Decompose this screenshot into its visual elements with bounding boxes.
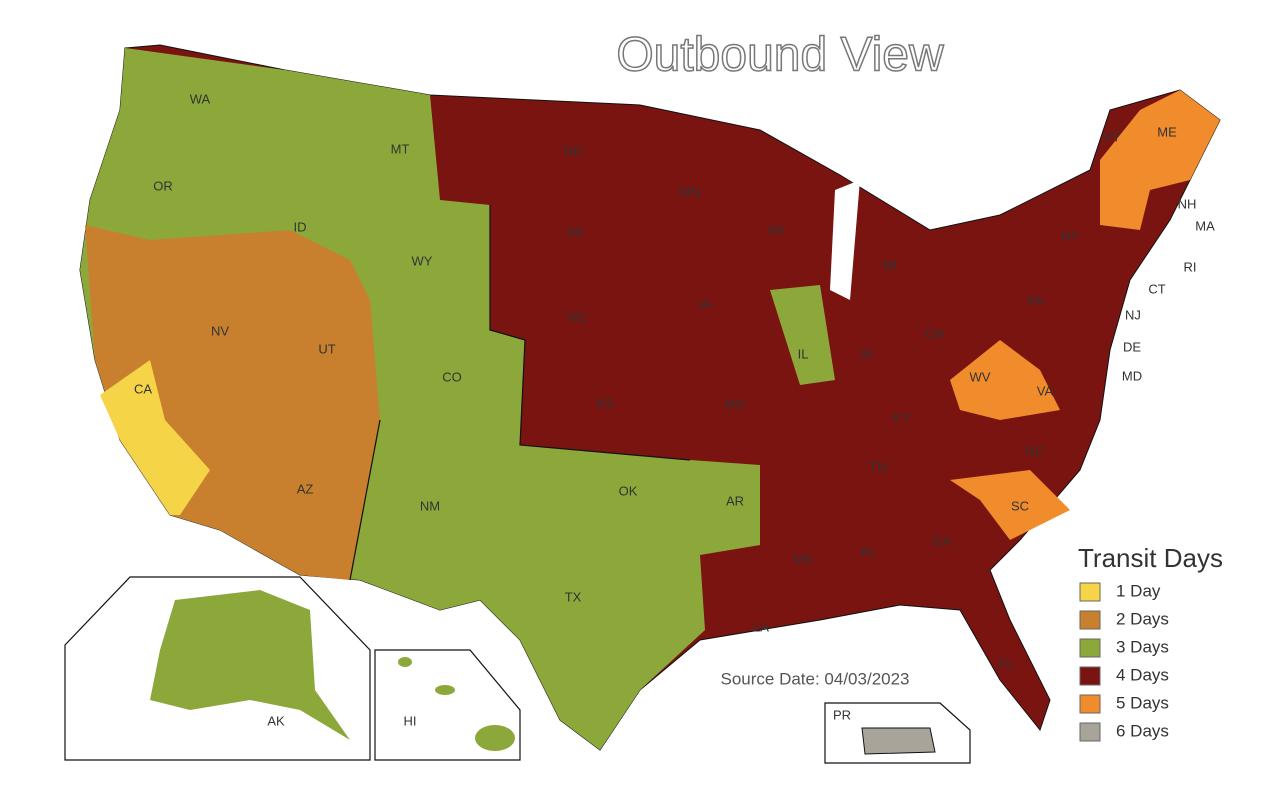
state-label: ME bbox=[1157, 124, 1177, 139]
legend-label: 2 Days bbox=[1116, 609, 1169, 628]
state-label: MN bbox=[680, 184, 700, 199]
state-label: MT bbox=[391, 141, 410, 156]
state-label: MI bbox=[883, 257, 897, 272]
state-label: LA bbox=[753, 619, 769, 634]
puerto-rico bbox=[861, 727, 936, 755]
northeast-5-day bbox=[1100, 90, 1220, 230]
state-label: IL bbox=[798, 346, 809, 361]
state-label: DE bbox=[1123, 339, 1141, 354]
state-labels: WA OR MT ID WY ND SD NE KS MN IA MO WI IL MI IN OH KY TN MS… bbox=[134, 91, 1215, 728]
state-label: AR bbox=[726, 493, 744, 508]
state-label: PA bbox=[1027, 293, 1044, 308]
state-label: TN bbox=[869, 459, 886, 474]
state-label: GA bbox=[933, 533, 952, 548]
state-label: PR bbox=[833, 707, 851, 722]
state-label: RI bbox=[1184, 259, 1197, 274]
alaska bbox=[150, 590, 350, 740]
hawaii bbox=[398, 657, 412, 667]
state-label: WV bbox=[970, 369, 991, 384]
map-shapes bbox=[64, 44, 1221, 764]
legend-swatch bbox=[1079, 638, 1101, 658]
source-date: Source Date: 04/03/2023 bbox=[720, 669, 909, 688]
legend-label: 6 Days bbox=[1116, 721, 1169, 740]
border bbox=[489, 205, 691, 461]
state-label: AL bbox=[860, 543, 876, 558]
state-label: KS bbox=[596, 395, 614, 410]
legend-title: Transit Days bbox=[1078, 543, 1223, 573]
border bbox=[349, 419, 381, 581]
state-label: SC bbox=[1011, 498, 1029, 513]
legend-swatch bbox=[1079, 694, 1101, 714]
state-label: ND bbox=[564, 143, 583, 158]
hawaii bbox=[435, 685, 455, 695]
state-label: NC bbox=[1026, 443, 1045, 458]
illinois-3-day bbox=[770, 285, 835, 385]
lake bbox=[830, 180, 860, 300]
legend: 1 Day 2 Days 3 Days 4 Days 5 Days 6 Days bbox=[1079, 581, 1169, 742]
legend-swatch bbox=[1079, 610, 1101, 630]
legend-label: 4 Days bbox=[1116, 665, 1169, 684]
state-label: NE bbox=[568, 309, 586, 324]
wv-5-day bbox=[950, 340, 1060, 420]
hawaii bbox=[475, 725, 515, 751]
state-label: NV bbox=[211, 323, 229, 338]
legend-label: 1 Day bbox=[1116, 581, 1161, 600]
state-label: MS bbox=[793, 551, 813, 566]
title: Outbound View bbox=[616, 29, 944, 82]
state-label: IN bbox=[860, 346, 873, 361]
state-label: NM bbox=[420, 498, 440, 513]
state-label: MO bbox=[725, 396, 746, 411]
state-label: AZ bbox=[297, 481, 314, 496]
hawaii-box bbox=[374, 649, 521, 761]
state-label: OK bbox=[619, 483, 638, 498]
state-label: WY bbox=[412, 253, 433, 268]
state-label: CT bbox=[1148, 281, 1165, 296]
state-label: WI bbox=[768, 222, 784, 237]
state-label: FL bbox=[998, 656, 1013, 671]
alaska-box bbox=[64, 576, 371, 761]
state-label: AK bbox=[267, 713, 285, 728]
legend-swatch bbox=[1079, 722, 1101, 742]
pr-box bbox=[824, 702, 971, 764]
state-label: OR bbox=[153, 178, 173, 193]
region-1-day bbox=[100, 360, 210, 515]
legend-label: 5 Days bbox=[1116, 693, 1169, 712]
state-label: KY bbox=[893, 409, 911, 424]
state-label: TX bbox=[565, 589, 582, 604]
state-label: VT bbox=[1104, 129, 1121, 144]
sc-5-day bbox=[950, 470, 1070, 540]
state-label: CO bbox=[442, 369, 462, 384]
state-label: NY bbox=[1061, 228, 1079, 243]
state-label: CA bbox=[134, 381, 152, 396]
state-label: NH bbox=[1178, 196, 1197, 211]
legend-label: 3 Days bbox=[1116, 637, 1169, 656]
state-label: OH bbox=[925, 326, 945, 341]
state-label: IA bbox=[699, 296, 712, 311]
region-3-day bbox=[80, 48, 760, 750]
state-label: UT bbox=[318, 341, 335, 356]
state-label: SD bbox=[566, 224, 584, 239]
state-label: HI bbox=[404, 713, 417, 728]
state-label: MD bbox=[1122, 368, 1142, 383]
legend-swatch bbox=[1079, 582, 1101, 602]
state-label: VA bbox=[1037, 383, 1054, 398]
state-label: ID bbox=[294, 219, 307, 234]
state-label: NJ bbox=[1125, 307, 1141, 322]
legend-swatch bbox=[1079, 666, 1101, 686]
state-label: MA bbox=[1195, 218, 1215, 233]
state-label: WA bbox=[190, 91, 211, 106]
